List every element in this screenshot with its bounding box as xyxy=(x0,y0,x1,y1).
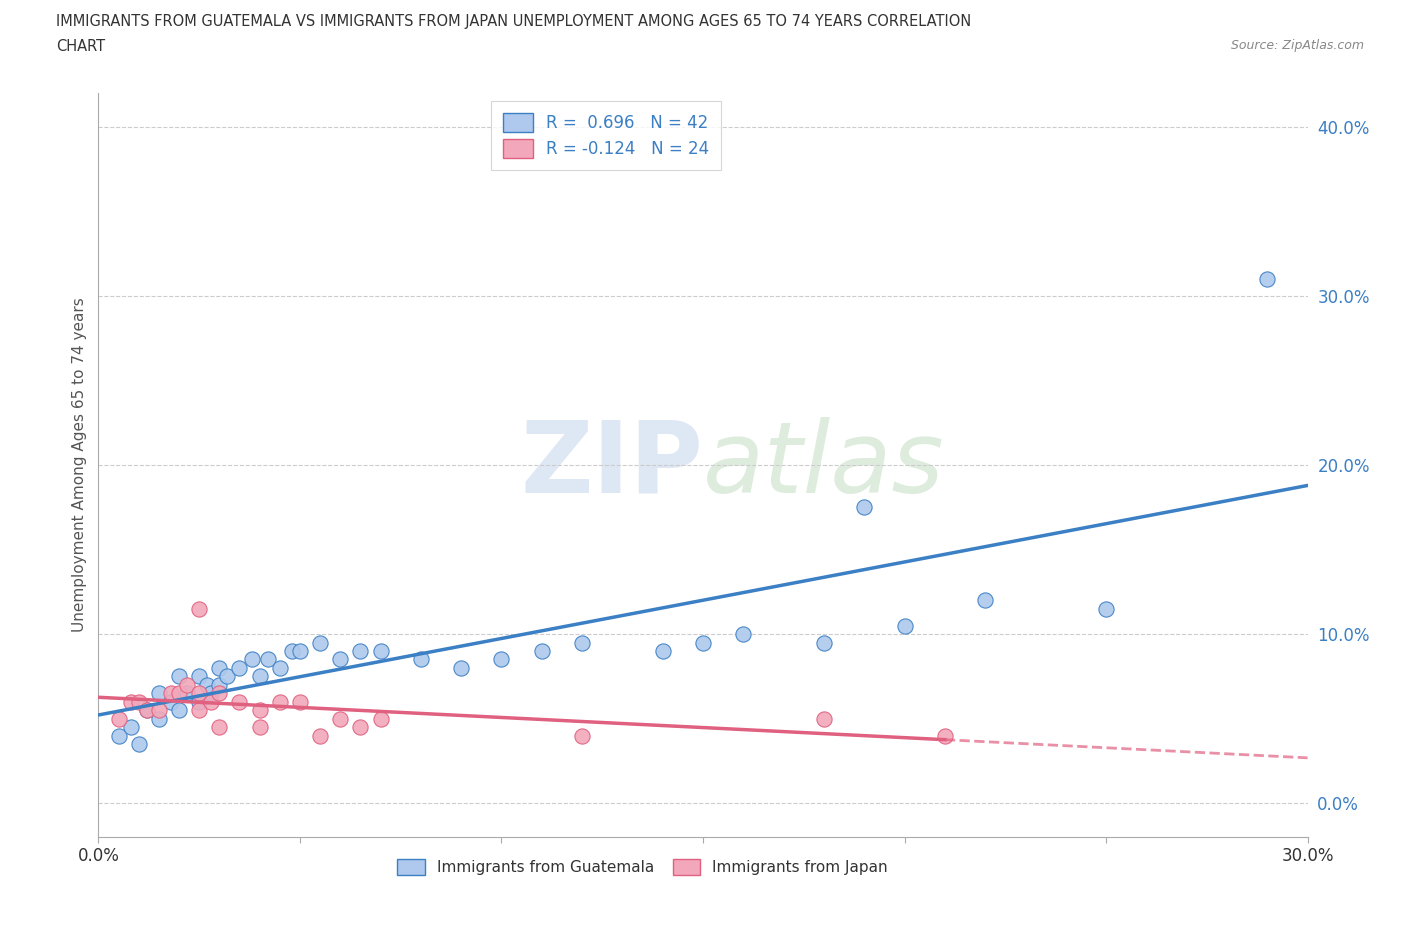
Text: Source: ZipAtlas.com: Source: ZipAtlas.com xyxy=(1230,39,1364,52)
Point xyxy=(200,685,222,700)
Point xyxy=(128,695,150,710)
Point xyxy=(160,695,183,710)
Text: atlas: atlas xyxy=(703,417,945,513)
Point xyxy=(370,711,392,726)
Point xyxy=(135,703,157,718)
Point xyxy=(176,677,198,692)
Point xyxy=(733,627,755,642)
Point xyxy=(256,652,278,667)
Legend: Immigrants from Guatemala, Immigrants from Japan: Immigrants from Guatemala, Immigrants fr… xyxy=(391,853,894,882)
Point xyxy=(188,602,211,617)
Point xyxy=(853,499,876,514)
Point xyxy=(813,711,835,726)
Y-axis label: Unemployment Among Ages 65 to 74 years: Unemployment Among Ages 65 to 74 years xyxy=(72,298,87,632)
Point xyxy=(530,644,553,658)
Point xyxy=(128,737,150,751)
Point xyxy=(329,711,352,726)
Text: CHART: CHART xyxy=(56,39,105,54)
Point xyxy=(228,695,250,710)
Point xyxy=(571,635,593,650)
Point xyxy=(107,711,129,726)
Point xyxy=(1256,272,1278,286)
Point xyxy=(200,695,222,710)
Point xyxy=(148,711,170,726)
Point xyxy=(329,652,352,667)
Point xyxy=(281,644,304,658)
Point xyxy=(228,660,250,675)
Point xyxy=(288,644,311,658)
Point xyxy=(188,703,211,718)
Point xyxy=(167,703,190,718)
Point xyxy=(309,635,332,650)
Point xyxy=(249,720,271,735)
Point xyxy=(349,720,371,735)
Point xyxy=(240,652,263,667)
Point xyxy=(450,660,472,675)
Text: ZIP: ZIP xyxy=(520,417,703,513)
Point xyxy=(195,677,218,692)
Point xyxy=(249,703,271,718)
Point xyxy=(135,703,157,718)
Point xyxy=(893,618,915,633)
Point xyxy=(208,677,231,692)
Point xyxy=(208,685,231,700)
Point xyxy=(269,660,291,675)
Point xyxy=(370,644,392,658)
Point xyxy=(167,685,190,700)
Point xyxy=(974,592,997,607)
Point xyxy=(188,685,211,700)
Point xyxy=(188,695,211,710)
Point xyxy=(934,728,956,743)
Point xyxy=(160,685,183,700)
Point xyxy=(167,669,190,684)
Point xyxy=(651,644,673,658)
Point xyxy=(249,669,271,684)
Point xyxy=(107,728,129,743)
Point xyxy=(692,635,714,650)
Point xyxy=(120,720,142,735)
Point xyxy=(208,720,231,735)
Point xyxy=(148,703,170,718)
Point xyxy=(288,695,311,710)
Point xyxy=(409,652,432,667)
Point xyxy=(188,669,211,684)
Point xyxy=(1095,602,1118,617)
Text: IMMIGRANTS FROM GUATEMALA VS IMMIGRANTS FROM JAPAN UNEMPLOYMENT AMONG AGES 65 TO: IMMIGRANTS FROM GUATEMALA VS IMMIGRANTS … xyxy=(56,14,972,29)
Point xyxy=(176,685,198,700)
Point xyxy=(269,695,291,710)
Point xyxy=(349,644,371,658)
Point xyxy=(120,695,142,710)
Point xyxy=(148,685,170,700)
Point xyxy=(813,635,835,650)
Point xyxy=(309,728,332,743)
Point xyxy=(217,669,239,684)
Point xyxy=(571,728,593,743)
Point xyxy=(491,652,513,667)
Point xyxy=(208,660,231,675)
